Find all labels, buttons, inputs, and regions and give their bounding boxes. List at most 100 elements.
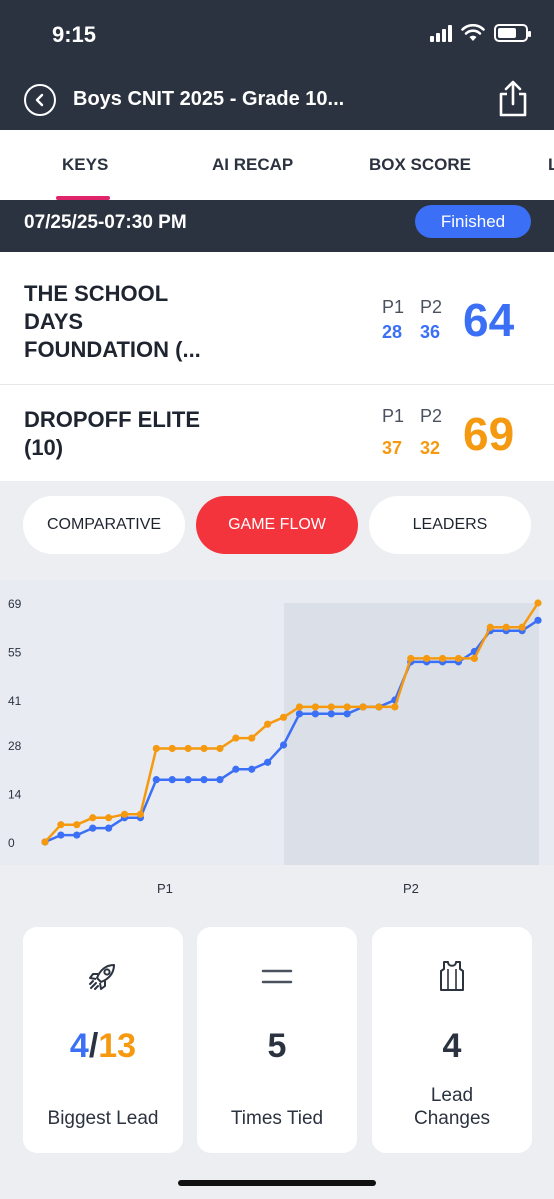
data-point xyxy=(41,838,49,846)
battery-icon xyxy=(494,24,531,42)
data-point xyxy=(248,734,256,742)
period-score-p1: 37 xyxy=(382,438,403,458)
tab-keys[interactable]: KEYS xyxy=(62,155,109,174)
game-flow-button[interactable]: GAME FLOW xyxy=(196,496,358,554)
game-datetime: 07/25/25-07:30 PM xyxy=(24,212,187,233)
data-point xyxy=(232,734,240,742)
data-point xyxy=(391,703,399,711)
game-flow-plot: 69 55 41 28 14 0 xyxy=(8,597,542,865)
rocket-icon xyxy=(23,959,183,993)
period-label-p2: P2 xyxy=(420,297,443,317)
data-point xyxy=(343,710,351,718)
y-tick-label: 41 xyxy=(8,694,22,708)
data-point xyxy=(295,710,304,718)
data-point xyxy=(200,776,208,784)
period-label-p1: P1 xyxy=(382,297,405,317)
share-button[interactable] xyxy=(496,80,530,118)
data-point xyxy=(279,713,288,721)
data-point xyxy=(216,744,224,753)
biggest-lead-card: 4/13 Biggest Lead xyxy=(23,927,183,1153)
second-period-shading xyxy=(284,603,539,865)
page-title: Boys CNIT 2025 - Grade 10... xyxy=(73,88,345,110)
data-point xyxy=(359,703,367,711)
data-point xyxy=(327,703,335,711)
data-point xyxy=(120,810,129,818)
data-point xyxy=(184,776,192,784)
data-point xyxy=(168,776,176,784)
data-point xyxy=(73,831,81,839)
data-point xyxy=(168,744,176,753)
data-point xyxy=(470,654,478,663)
home-indicator[interactable] xyxy=(178,1180,376,1186)
data-point xyxy=(73,821,81,829)
status-time: 9:15 xyxy=(52,22,97,47)
biggest-lead-value: 4/13 xyxy=(69,1027,137,1065)
times-tied-value: 5 xyxy=(267,1027,287,1065)
data-point xyxy=(152,744,160,753)
leaders-button[interactable]: LEADERS xyxy=(369,496,531,554)
data-point xyxy=(534,616,542,624)
y-tick-label: 0 xyxy=(8,836,15,850)
data-point xyxy=(438,654,447,663)
data-point xyxy=(264,758,272,766)
y-tick-label: 28 xyxy=(8,739,22,753)
data-point xyxy=(264,720,272,728)
data-point xyxy=(57,821,65,829)
data-point xyxy=(136,810,145,818)
y-tick-label: 69 xyxy=(8,597,22,611)
team-row-home[interactable]: THE SCHOOL DAYS FOUNDATION (... P1 P2 28… xyxy=(0,252,554,384)
equals-icon xyxy=(197,959,357,993)
biggest-lead-label: Biggest Lead xyxy=(47,1108,159,1129)
team-row-away[interactable]: DROPOFF ELITE (10) P1 P2 37 32 69 xyxy=(0,385,554,481)
tab-partial[interactable]: L xyxy=(548,155,554,174)
nav-bar: Boys CNIT 2025 - Grade 10... xyxy=(0,70,554,130)
y-tick-label: 55 xyxy=(8,645,22,659)
jersey-icon xyxy=(372,959,532,993)
data-point xyxy=(105,814,113,822)
data-point xyxy=(486,623,494,631)
tab-box-score[interactable]: BOX SCORE xyxy=(369,155,472,174)
data-point xyxy=(89,824,97,832)
status-bar: 9:15 xyxy=(0,0,554,70)
back-button[interactable] xyxy=(24,84,56,116)
lead-changes-value: 4 xyxy=(442,1027,462,1065)
team-name: DROPOFF ELITE (10) xyxy=(24,407,200,460)
times-tied-card: 5 Times Tied xyxy=(197,927,357,1153)
status-icons xyxy=(430,24,531,42)
comparative-button[interactable]: COMPARATIVE xyxy=(23,496,185,554)
data-point xyxy=(502,623,510,631)
data-point xyxy=(454,654,463,663)
total-score: 64 xyxy=(463,294,515,346)
period-score-p1: 28 xyxy=(382,322,403,342)
data-point xyxy=(57,831,65,839)
lead-changes-card: 4 Lead Changes xyxy=(372,927,532,1153)
data-point xyxy=(216,776,224,784)
data-point xyxy=(89,814,97,822)
period-label-p2: P2 xyxy=(420,406,443,426)
data-point xyxy=(184,744,192,753)
back-chevron-icon xyxy=(35,93,44,107)
data-point xyxy=(232,765,240,773)
data-point xyxy=(343,703,351,711)
data-point xyxy=(152,776,160,784)
period-label-p1: P1 xyxy=(382,406,405,426)
data-point xyxy=(279,741,288,749)
data-point xyxy=(295,703,304,711)
data-point xyxy=(311,710,319,718)
data-point xyxy=(375,703,383,711)
data-point xyxy=(200,744,208,753)
data-point xyxy=(407,654,415,663)
active-tab-indicator xyxy=(56,196,110,200)
period-score-p2: 36 xyxy=(420,322,441,342)
game-date-bar: 07/25/25-07:30 PM Finished xyxy=(0,200,554,252)
data-point xyxy=(423,654,431,663)
lead-changes-label: Lead Changes xyxy=(413,1085,491,1129)
data-point xyxy=(105,824,113,832)
tab-ai-recap[interactable]: AI RECAP xyxy=(212,155,294,174)
team-name: THE SCHOOL DAYS FOUNDATION (... xyxy=(24,281,201,362)
data-point xyxy=(327,710,335,718)
tab-bar: KEYS AI RECAP BOX SCORE L xyxy=(0,130,554,200)
data-point xyxy=(311,703,319,711)
game-flow-chart: 69 55 41 28 14 0 xyxy=(0,580,554,865)
divider xyxy=(0,384,554,385)
